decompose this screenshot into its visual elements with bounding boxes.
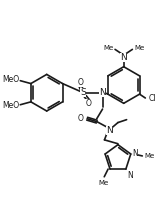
Text: Me: Me xyxy=(98,180,108,186)
Text: Cl: Cl xyxy=(148,95,156,103)
Text: Me: Me xyxy=(103,46,113,52)
Text: MeO: MeO xyxy=(2,75,19,84)
Text: O: O xyxy=(77,78,83,87)
Text: N: N xyxy=(99,88,106,97)
Text: N: N xyxy=(127,171,133,180)
Text: MeO: MeO xyxy=(2,101,19,110)
Text: Me: Me xyxy=(134,46,144,52)
Text: O: O xyxy=(77,114,83,123)
Text: N: N xyxy=(120,53,127,61)
Text: S: S xyxy=(80,88,86,97)
Text: Me: Me xyxy=(144,153,155,159)
Text: O: O xyxy=(85,99,91,108)
Text: N: N xyxy=(133,149,138,158)
Text: N: N xyxy=(106,126,113,135)
